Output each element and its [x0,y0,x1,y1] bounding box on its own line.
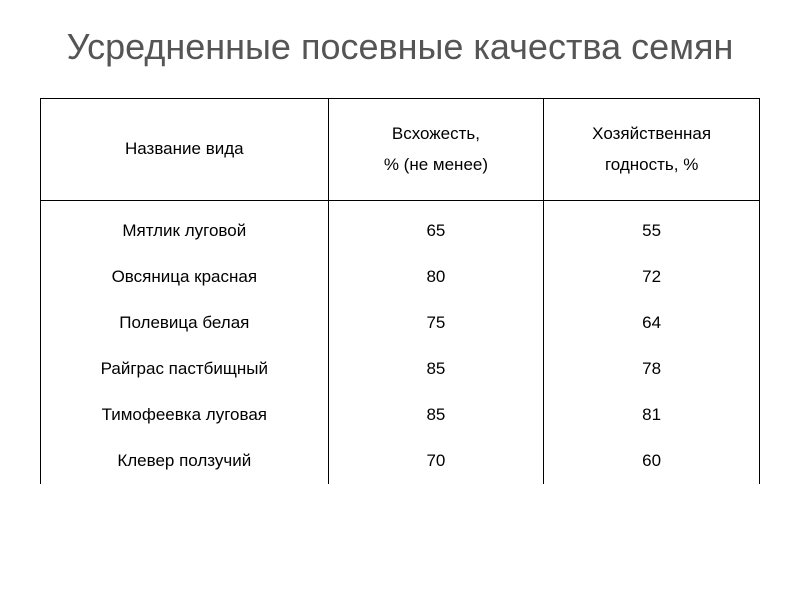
cell-species: Овсяница красная [41,254,329,300]
table-row: Клевер ползучий 70 60 [41,438,760,484]
col-header-suitability: Хозяйственная годность, % [544,99,760,201]
cell-species: Полевица белая [41,300,329,346]
cell-species: Клевер ползучий [41,438,329,484]
cell-suitability: 64 [544,300,760,346]
cell-suitability: 78 [544,346,760,392]
table-row: Мятлик луговой 65 55 [41,201,760,255]
col-header-germination-line1: Всхожесть, [392,124,480,143]
cell-suitability: 55 [544,201,760,255]
cell-species: Райграс пастбищный [41,346,329,392]
table-header-row: Название вида Всхожесть, % (не менее) Хо… [41,99,760,201]
cell-germination: 70 [328,438,544,484]
table-row: Тимофеевка луговая 85 81 [41,392,760,438]
col-header-germination: Всхожесть, % (не менее) [328,99,544,201]
cell-suitability: 72 [544,254,760,300]
col-header-germination-line2: % (не менее) [384,155,488,174]
cell-species: Мятлик луговой [41,201,329,255]
cell-germination: 85 [328,346,544,392]
cell-species: Тимофеевка луговая [41,392,329,438]
table-row: Овсяница красная 80 72 [41,254,760,300]
col-header-suitability-line2: годность, % [605,155,698,174]
seed-quality-table: Название вида Всхожесть, % (не менее) Хо… [40,98,760,484]
cell-suitability: 81 [544,392,760,438]
cell-germination: 85 [328,392,544,438]
cell-germination: 75 [328,300,544,346]
cell-germination: 65 [328,201,544,255]
table-row: Райграс пастбищный 85 78 [41,346,760,392]
col-header-suitability-line1: Хозяйственная [592,124,711,143]
page-title: Усредненные посевные качества семян [40,25,760,68]
cell-suitability: 60 [544,438,760,484]
cell-germination: 80 [328,254,544,300]
col-header-species: Название вида [41,99,329,201]
table-row: Полевица белая 75 64 [41,300,760,346]
